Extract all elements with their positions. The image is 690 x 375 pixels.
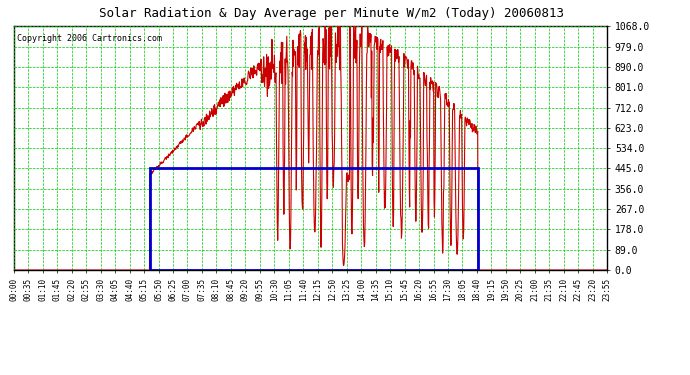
Text: Solar Radiation & Day Average per Minute W/m2 (Today) 20060813: Solar Radiation & Day Average per Minute… [99,8,564,21]
Bar [150,168,477,270]
Text: Copyright 2006 Cartronics.com: Copyright 2006 Cartronics.com [17,34,161,43]
